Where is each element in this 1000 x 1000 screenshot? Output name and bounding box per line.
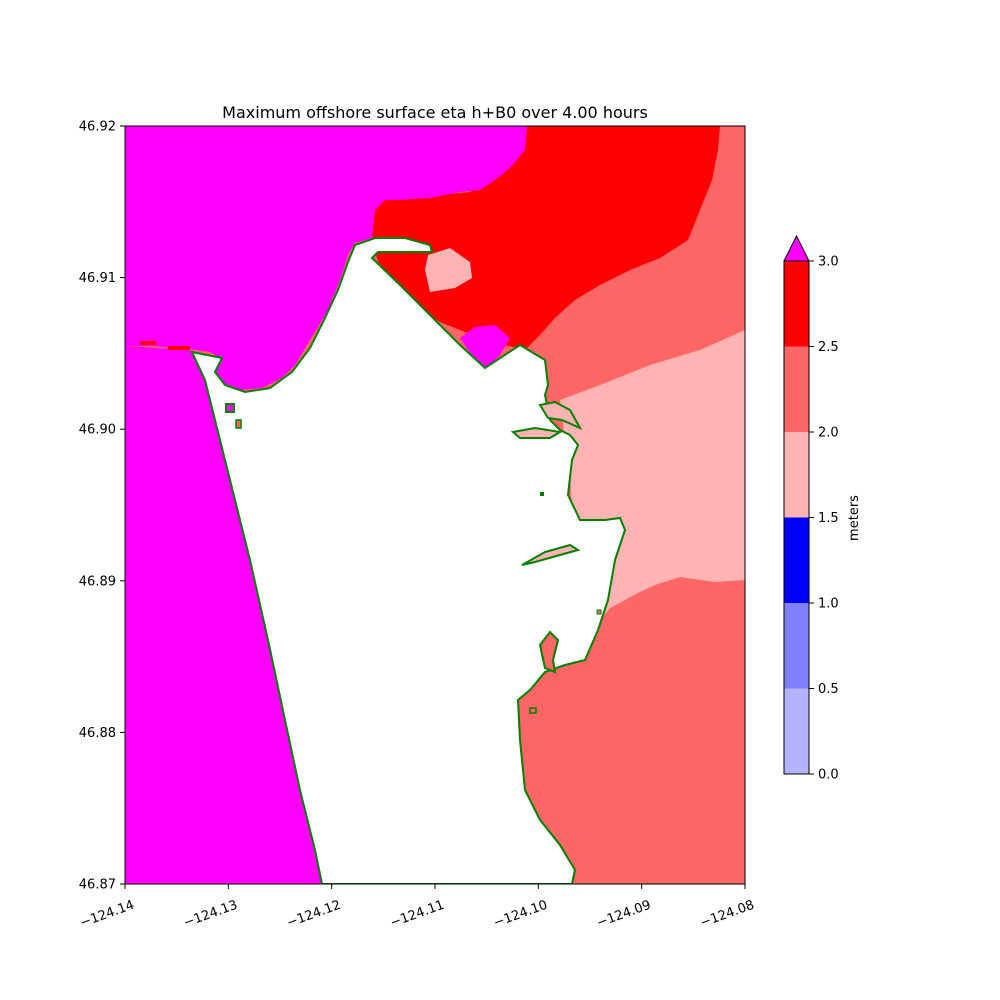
x-tick-label: −124.13: [182, 898, 240, 931]
colorbar-tick-label: 0.5: [818, 682, 839, 697]
colorbar-segment: [784, 688, 809, 774]
y-tick-label: 46.90: [79, 423, 116, 438]
map-axes: [125, 126, 745, 884]
island-channel-1: [510, 426, 563, 439]
spot-1: [225, 403, 235, 413]
colorbar-segment: [784, 432, 809, 518]
colorbar-tick-label: 2.0: [818, 426, 839, 441]
region-above-3.0-west: [125, 346, 322, 884]
x-tick-label: −124.09: [595, 898, 653, 931]
region-above-3.0-north: [125, 126, 527, 390]
spot-6: [140, 341, 156, 345]
colorbar-tick-label: 3.0: [818, 255, 839, 270]
x-tick-label: −124.14: [78, 898, 136, 931]
land-peninsula: [190, 237, 627, 884]
x-tick-label: −124.11: [388, 898, 446, 931]
x-tick-label: −124.10: [492, 898, 550, 931]
island-channel-2: [521, 543, 581, 566]
spot-5: [596, 609, 602, 615]
y-tick-label: 46.88: [79, 726, 116, 741]
colorbar-segment: [784, 517, 809, 603]
y-axis: 46.87 46.88 46.89 46.90 46.91 46.92: [79, 120, 125, 893]
colorbar: 0.0 0.5 1.0 1.5 2.0 2.5 3.0: [783, 234, 839, 783]
spot-7: [168, 346, 190, 350]
x-tick-label: −124.08: [698, 898, 756, 931]
colorbar-extend-arrow: [783, 234, 810, 262]
colorbar-label: meters: [847, 495, 862, 541]
colorbar-tick-label: 1.0: [818, 597, 839, 612]
region-1.5-2.0-notch: [425, 248, 472, 292]
region-above-3.0-spot: [460, 325, 510, 368]
y-tick-label: 46.91: [79, 271, 116, 286]
x-tick-label: −124.12: [285, 898, 343, 931]
region-2.5-3.0: [372, 126, 720, 350]
colorbar-segment: [784, 346, 809, 432]
colorbar-tick-label: 2.5: [818, 340, 839, 355]
colorbar-tick-label: 1.5: [818, 511, 839, 526]
x-axis: −124.14 −124.13 −124.12 −124.11 −124.10 −124.…: [78, 884, 756, 931]
colorbar-segment: [784, 261, 809, 347]
y-tick-label: 46.92: [79, 120, 116, 135]
island-south: [538, 630, 560, 674]
y-tick-label: 46.87: [79, 878, 116, 893]
spot-2: [235, 419, 242, 429]
island-north: [538, 400, 583, 431]
chart-title: Maximum offshore surface eta h+B0 over 4…: [222, 103, 648, 122]
spot-3: [540, 492, 544, 496]
spot-4: [529, 707, 537, 714]
colorbar-segment: [784, 603, 809, 689]
colorbar-tick-label: 0.0: [818, 768, 839, 783]
y-tick-label: 46.89: [79, 574, 116, 589]
